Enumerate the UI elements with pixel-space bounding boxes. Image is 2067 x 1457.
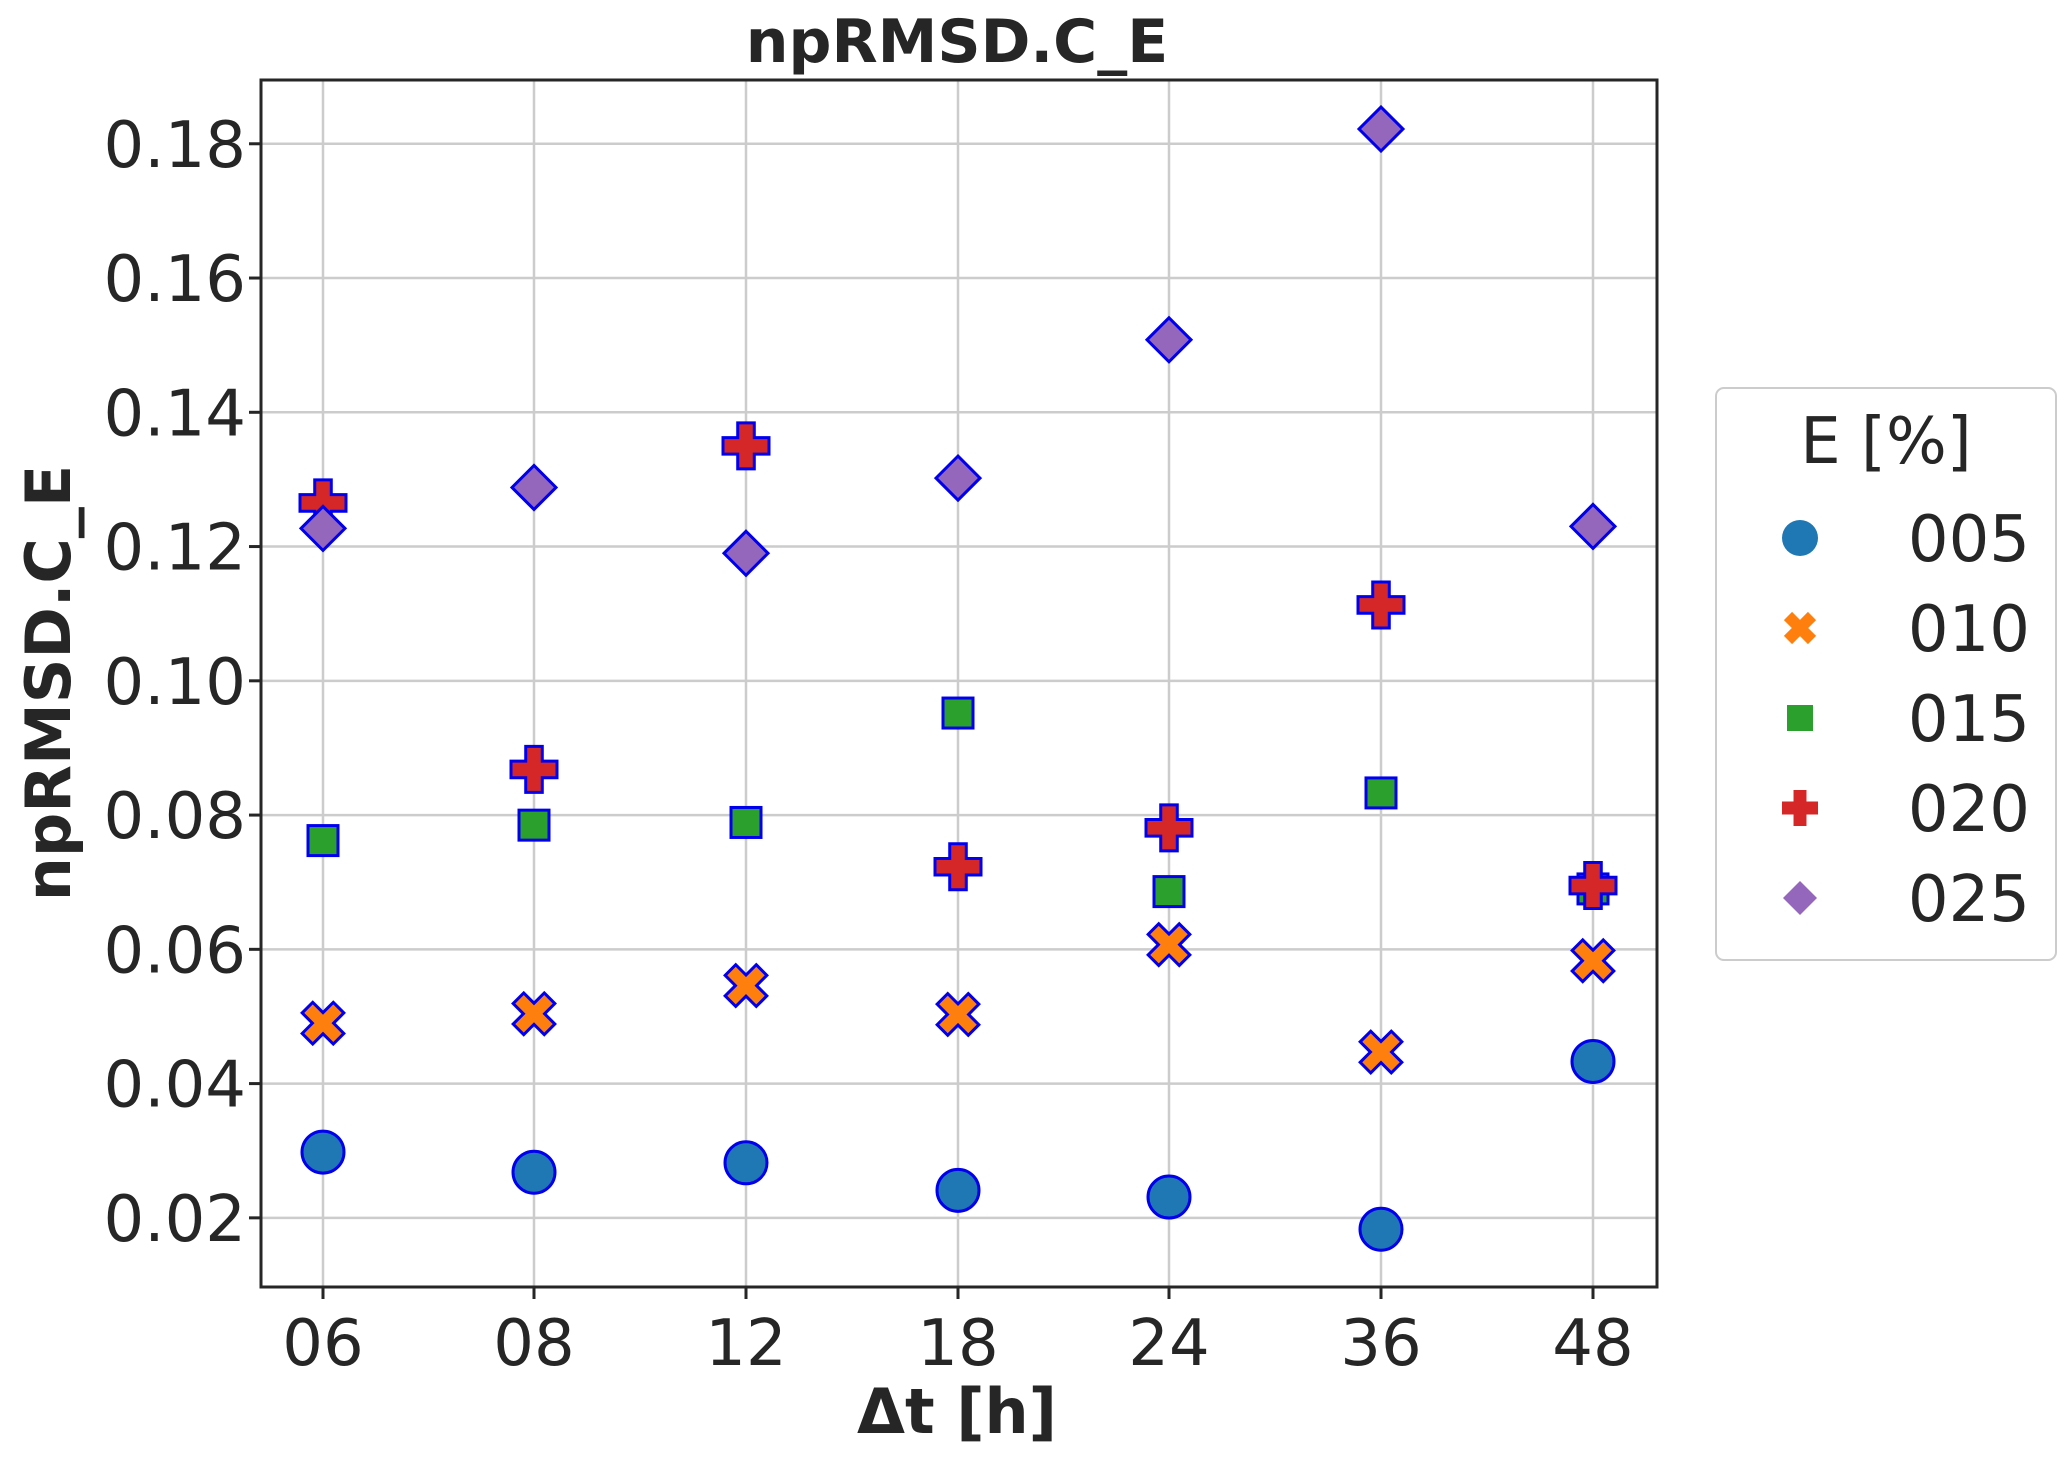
point-010	[1358, 1029, 1404, 1076]
point-005	[723, 1140, 769, 1186]
point-015	[306, 824, 340, 858]
y-tick-label: 0.14	[104, 377, 247, 451]
point-025	[1356, 104, 1406, 154]
point-025	[1144, 315, 1194, 364]
legend-marker-010	[1783, 611, 1817, 645]
legend-label-020: 020	[1908, 773, 2030, 847]
point-010	[935, 991, 981, 1038]
x-tick-label: 12	[705, 1307, 786, 1381]
legend-label-025: 025	[1908, 863, 2030, 937]
point-010	[300, 1000, 346, 1047]
legend-title: E [%]	[1800, 405, 1972, 479]
y-tick-label: 0.04	[104, 1049, 247, 1123]
point-020	[721, 421, 771, 471]
point-020	[1144, 803, 1194, 853]
x-tick-label: 24	[1128, 1307, 1209, 1381]
point-005	[1146, 1174, 1192, 1220]
x-tick-label: 06	[282, 1307, 363, 1381]
point-005	[1358, 1206, 1404, 1252]
point-020	[1356, 580, 1406, 630]
y-axis-ticks: 0.02 0.04 0.06 0.08 0.10 0.12 0.14 0.16 0.18	[104, 109, 261, 1257]
point-015	[517, 808, 551, 842]
x-tick-label: 36	[1340, 1307, 1421, 1381]
point-010	[723, 962, 769, 1009]
point-025	[1568, 502, 1618, 551]
legend-marker-020	[1782, 790, 1818, 826]
point-020	[933, 842, 983, 892]
chart-title: npRMSD.C_E	[746, 7, 1168, 77]
point-005	[935, 1167, 981, 1213]
legend-label-005: 005	[1908, 503, 2030, 577]
y-tick-label: 0.02	[104, 1183, 247, 1257]
legend-marker-005	[1782, 520, 1818, 556]
point-015	[729, 805, 763, 839]
x-axis-label: Δt [h]	[857, 1375, 1057, 1448]
y-tick-label: 0.18	[104, 109, 247, 183]
point-025	[933, 453, 983, 503]
x-tick-label: 08	[493, 1307, 574, 1381]
legend-marker-025	[1783, 881, 1817, 915]
point-020	[1568, 861, 1618, 911]
point-005	[300, 1129, 346, 1175]
y-tick-label: 0.08	[104, 780, 247, 854]
legend-marker-015	[1787, 705, 1813, 731]
x-axis-ticks: 06 08 12 18 24 36 48	[282, 1287, 1634, 1381]
point-025	[509, 463, 559, 512]
legend-label-010: 010	[1908, 593, 2030, 667]
point-015	[941, 696, 975, 730]
y-tick-label: 0.06	[104, 914, 247, 988]
x-tick-label: 18	[917, 1307, 998, 1381]
y-tick-label: 0.10	[104, 646, 247, 720]
y-axis-label: npRMSD.C_E	[12, 465, 85, 901]
point-005	[1570, 1038, 1616, 1084]
legend: E [%] 005 010 015 020 025	[1715, 387, 2057, 961]
point-010	[511, 990, 557, 1037]
grid-lines	[261, 80, 1657, 1287]
point-020	[509, 744, 559, 794]
point-025	[298, 504, 348, 553]
point-010	[1570, 937, 1616, 984]
point-025	[721, 529, 771, 578]
data-points	[298, 104, 1618, 1252]
x-tick-label: 48	[1552, 1307, 1633, 1381]
point-015	[1364, 776, 1398, 810]
y-tick-label: 0.12	[104, 512, 247, 586]
point-015	[1152, 875, 1186, 909]
point-010	[1146, 921, 1192, 968]
point-005	[511, 1149, 557, 1195]
legend-label-015: 015	[1908, 683, 2030, 757]
y-tick-label: 0.16	[104, 243, 247, 317]
